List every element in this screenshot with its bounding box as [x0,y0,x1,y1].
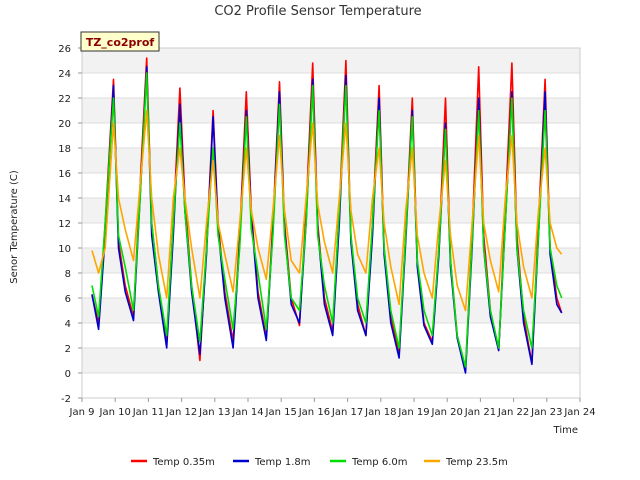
x-tick-label: Jan 14 [231,407,263,418]
legend-label: Temp 0.35m [152,457,215,468]
y-tick-label: 4 [65,319,71,330]
y-tick-label: 26 [58,44,71,55]
legend-label: Temp 1.8m [254,457,310,468]
y-tick-label: 16 [58,169,71,180]
x-tick-label: Jan 22 [497,407,529,418]
x-tick-label: Jan 21 [464,407,496,418]
plot-band [82,98,580,123]
x-tick-label: Jan 20 [431,407,463,418]
x-tick-label: Jan 24 [563,407,595,418]
x-tick-label: Jan 19 [397,407,429,418]
y-tick-label: 22 [58,94,71,105]
plot-band [82,123,580,148]
y-tick-label: 14 [58,194,71,205]
x-tick-label: Jan 23 [530,407,562,418]
plot-band [82,48,580,73]
plot-band [82,173,580,198]
y-tick-label: 0 [65,369,71,380]
x-tick-label: Jan 10 [99,407,131,418]
chart-title: CO2 Profile Sensor Temperature [214,4,421,19]
plot-band [82,148,580,173]
plot-band [82,73,580,98]
station-badge-box [80,31,160,52]
series-line [91,109,563,312]
series-line [91,72,563,368]
plot-band [82,198,580,223]
x-tick-label: Jan 16 [298,407,330,418]
legend: Temp 0.35m Temp 1.8m Temp 6.0m Temp 23.5m [131,457,508,468]
station-badge-label: TZ_co2prof [86,36,155,49]
y-tick-label: -2 [61,394,71,405]
y-tick-label: 10 [58,244,71,255]
y-tick-label: 18 [58,144,71,155]
y-axis-label: Senor Temperature (C) [9,170,20,284]
x-tick-label: Jan 17 [331,407,363,418]
x-axis-label: Time [553,425,578,436]
station-badge: TZ_co2prof [80,31,160,52]
y-tick-label: 2 [65,344,71,355]
y-tick-label: 20 [58,119,71,130]
y-tick-label: 12 [58,219,71,230]
y-tick-label: 6 [65,294,71,305]
x-tick-label: Jan 11 [132,407,164,418]
plot-band [82,348,580,373]
plot-band [82,298,580,323]
x-tick-label: Jan 15 [265,407,297,418]
y-tick-label: 8 [65,269,71,280]
legend-label: Temp 6.0m [351,457,407,468]
legend-label: Temp 23.5m [445,457,508,468]
plot-band [82,373,580,398]
x-axis-ticks: Jan 9 Jan 10 Jan 11 Jan 12 Jan 13 Jan 14 Jan 1… [69,398,596,418]
x-tick-label: Jan 9 [69,407,95,418]
x-tick-label: Jan 13 [198,407,230,418]
series-group [91,57,563,374]
x-tick-label: Jan 18 [364,407,396,418]
y-tick-label: 24 [58,69,71,80]
x-tick-label: Jan 12 [165,407,197,418]
plot-band [82,223,580,248]
